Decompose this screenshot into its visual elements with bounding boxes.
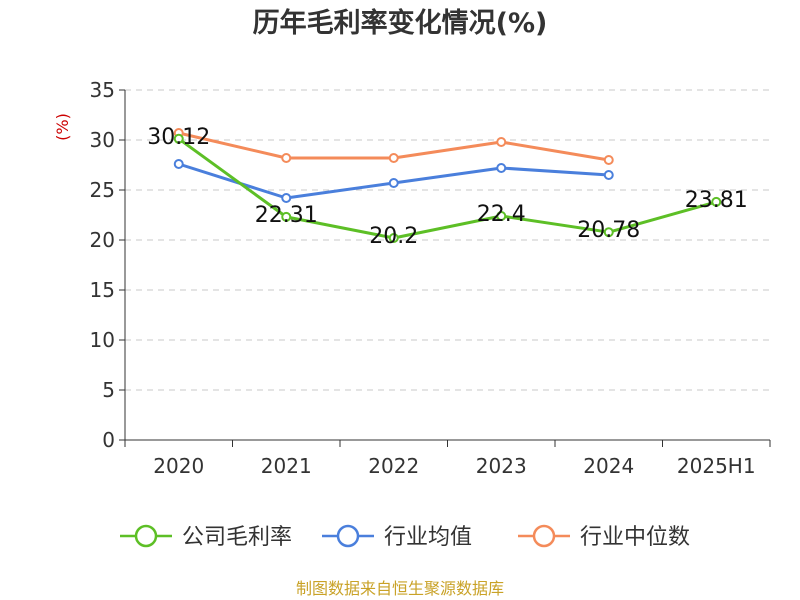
x-tick-label: 2024: [583, 454, 634, 478]
y-axis-unit: (%): [53, 113, 72, 141]
legend-marker: [532, 524, 556, 548]
chart-title: 历年毛利率变化情况(%): [253, 7, 548, 39]
grid-lines: [125, 89, 770, 391]
plot-series: [173, 128, 722, 243]
data-label: 22.4: [477, 202, 526, 227]
data-label: 30.12: [147, 125, 210, 150]
y-tick-label: 15: [90, 278, 115, 302]
axes: 0 5 10 15 20 25 30 35 2020 2021 2022 2023 2024 2025H1: [90, 78, 771, 478]
data-label: 20.78: [577, 218, 640, 243]
y-tick-label: 35: [90, 78, 115, 102]
footer-source: 制图数据来自恒生聚源数据库: [296, 579, 504, 598]
legend: 公司毛利率 行业均值 行业中位数: [120, 524, 690, 550]
data-point: [603, 227, 614, 238]
data-point: [281, 193, 292, 203]
legend-label: 公司毛利率: [182, 525, 292, 550]
data-point: [603, 170, 614, 180]
legend-label: 行业中位数: [580, 525, 690, 550]
y-tick-label: 0: [102, 428, 115, 452]
data-point: [281, 153, 292, 163]
data-label: 22.31: [255, 203, 318, 228]
x-tick-label: 2022: [368, 454, 419, 478]
y-tick-label: 5: [102, 378, 115, 402]
x-tick-label: 2021: [261, 454, 312, 478]
legend-marker: [134, 524, 158, 548]
data-point: [281, 211, 292, 222]
data-point: [496, 137, 507, 147]
y-tick-label: 30: [90, 128, 115, 152]
legend-label: 行业均值: [384, 525, 472, 550]
data-label: 20.2: [369, 224, 418, 249]
data-point: [388, 178, 399, 188]
y-tick-label: 20: [90, 228, 115, 252]
x-tick-label: 2020: [153, 454, 204, 478]
data-point: [711, 196, 722, 207]
data-point: [496, 211, 507, 221]
data-point: [173, 133, 184, 144]
y-tick-label: 25: [90, 178, 115, 202]
data-point: [603, 155, 614, 165]
x-tick-label: 2025H1: [677, 454, 756, 478]
data-label: 23.81: [685, 188, 748, 213]
data-point: [388, 233, 399, 243]
series-line: [177, 137, 717, 240]
data-point: [388, 153, 399, 163]
x-tick-label: 2023: [476, 454, 527, 478]
data-point: [173, 159, 184, 169]
data-labels: 30.12 22.31 20.2 22.4 20.78 23.81: [147, 125, 747, 249]
legend-marker: [336, 524, 360, 548]
y-tick-label: 10: [90, 328, 115, 352]
data-point: [496, 163, 507, 173]
